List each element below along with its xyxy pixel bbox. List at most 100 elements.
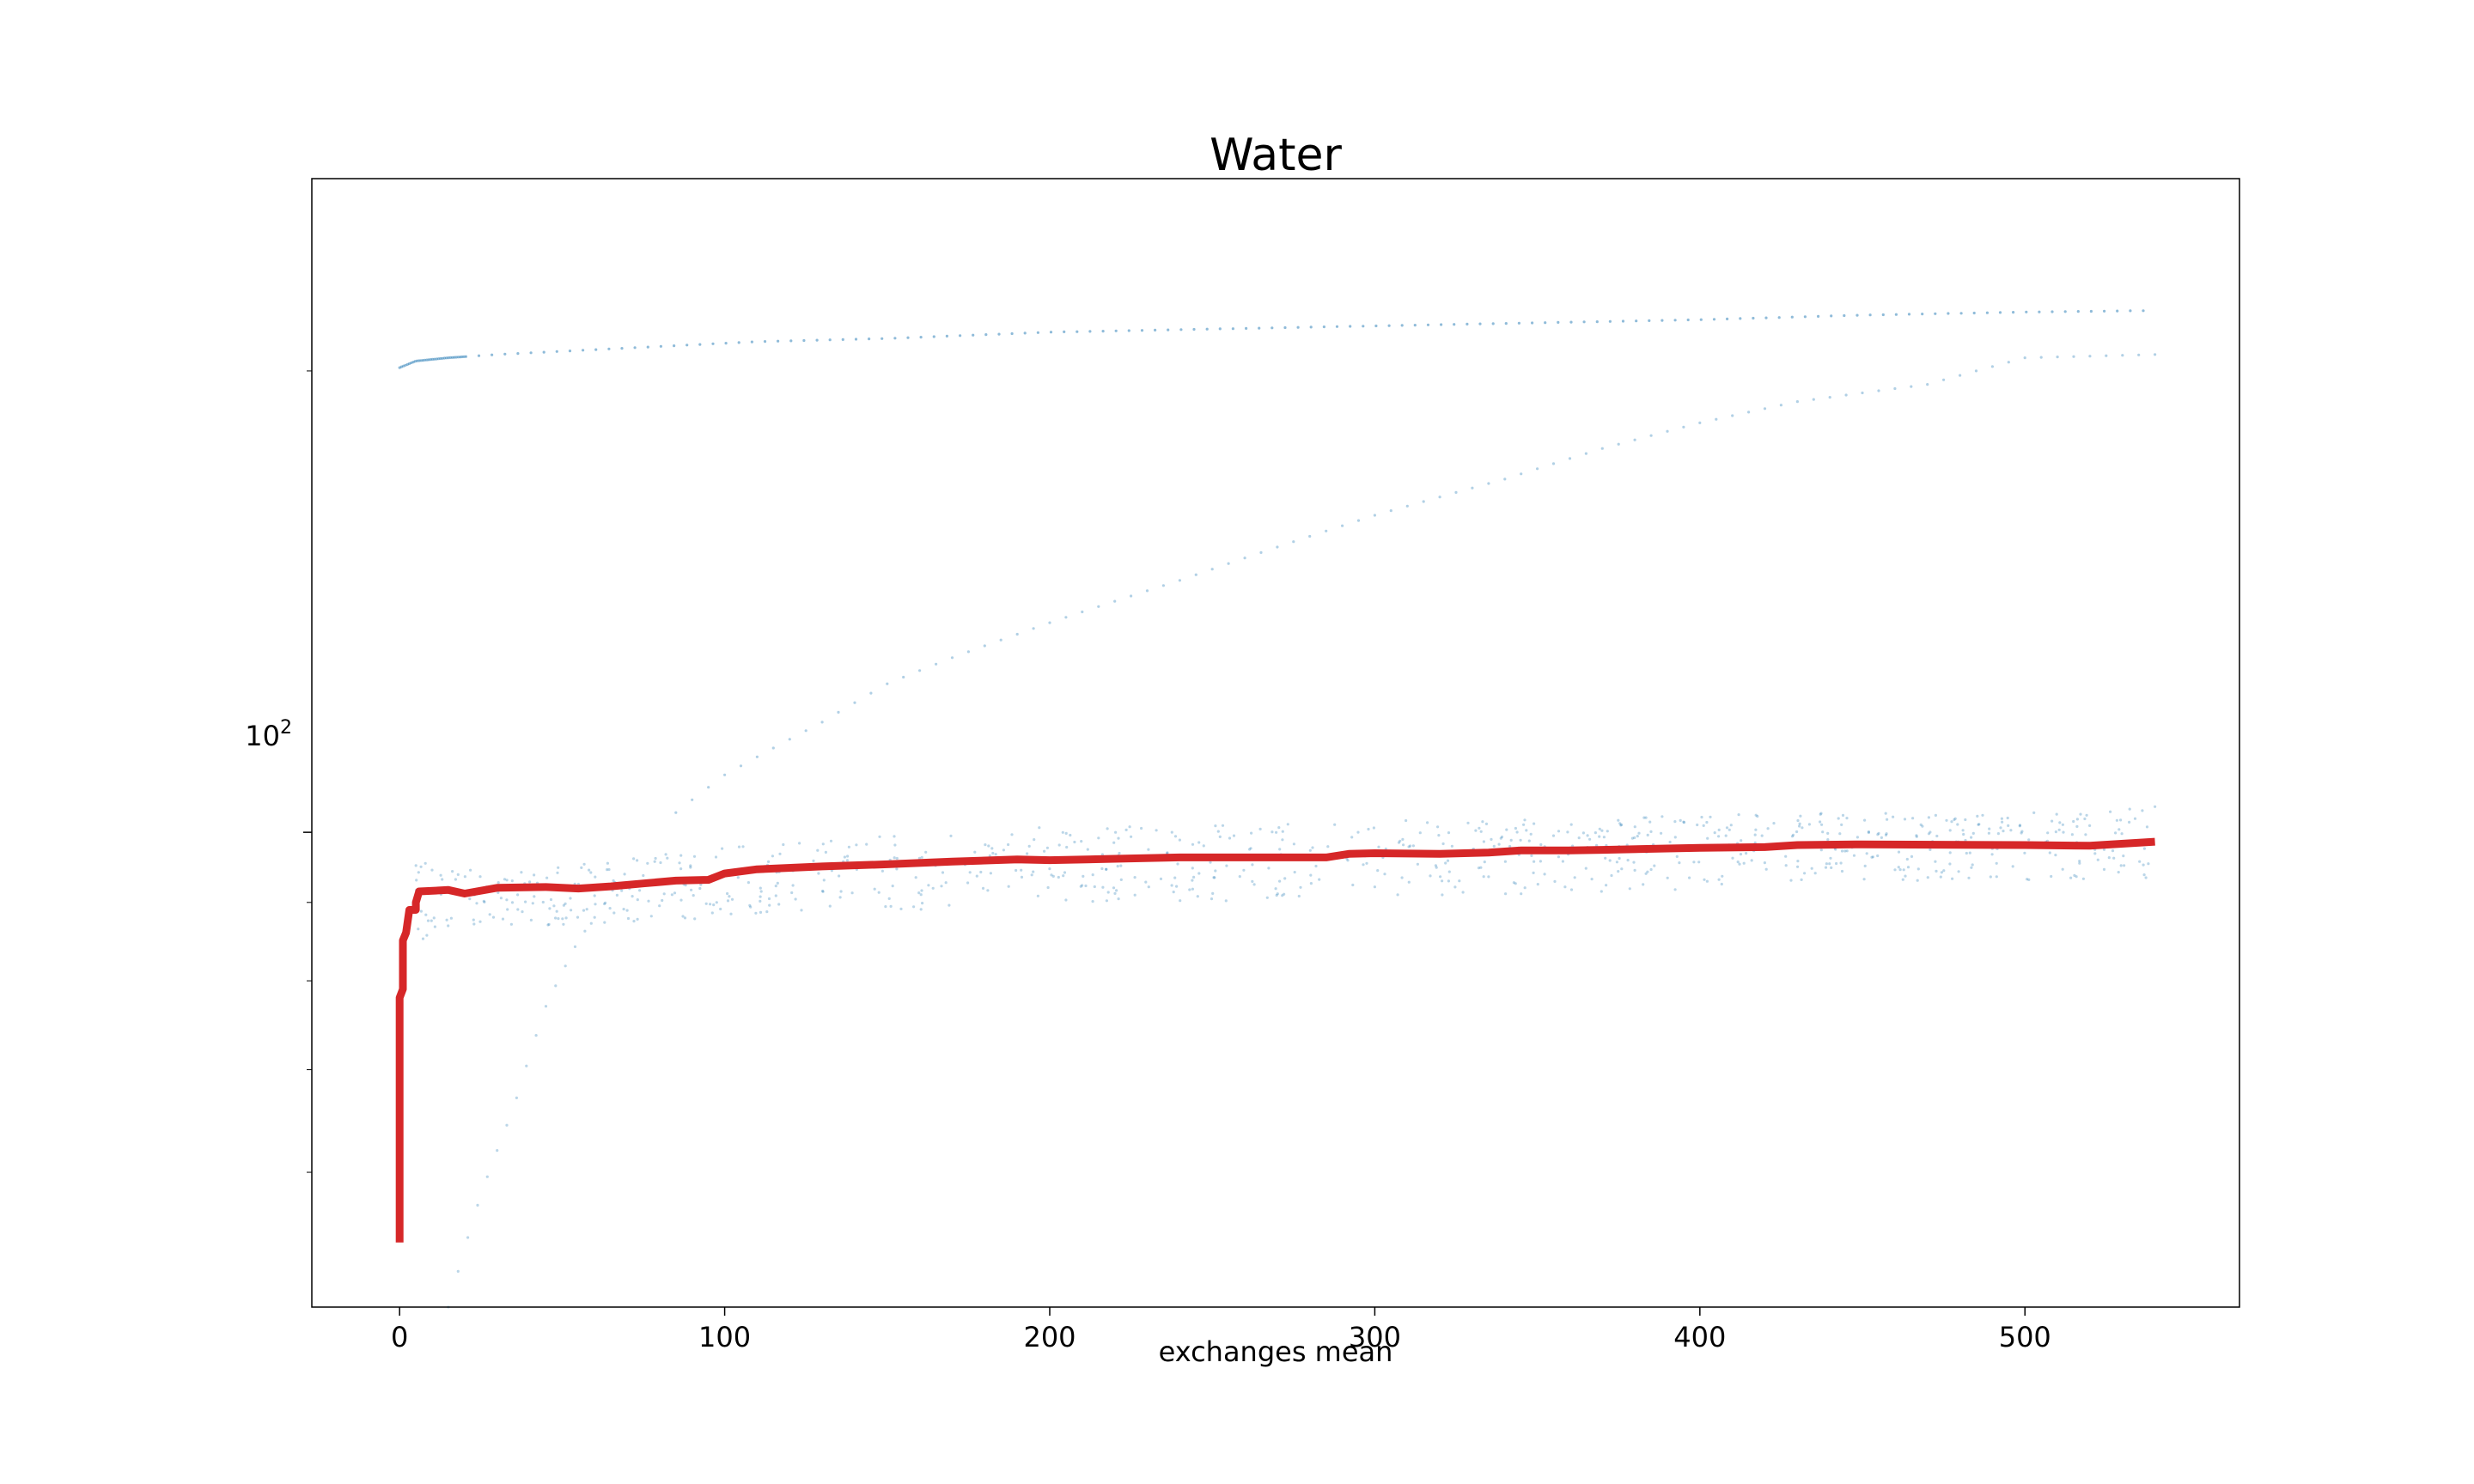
scatter-point: [1840, 869, 1844, 873]
scatter-point: [1258, 326, 1261, 330]
scatter-point: [1383, 873, 1386, 876]
scatter-point: [994, 853, 997, 856]
scatter-point: [1490, 837, 1493, 842]
scatter-point: [1725, 826, 1729, 830]
scatter-point: [1407, 845, 1411, 848]
scatter-point: [1910, 385, 1913, 388]
scatter-point: [1400, 876, 1404, 879]
scatter-point: [1065, 845, 1069, 849]
scatter-point: [1784, 864, 1788, 867]
scatter-point: [2128, 820, 2131, 824]
scatter-point: [1147, 848, 1150, 851]
scatter-point: [505, 898, 509, 902]
scatter-point: [497, 881, 500, 885]
scatter-point: [1697, 861, 1701, 864]
scatter-point: [469, 868, 472, 872]
scatter-point: [1990, 853, 1994, 856]
scatter-point: [1176, 862, 1179, 866]
scatter-point: [1437, 834, 1441, 837]
scatter-point: [1551, 462, 1556, 465]
scatter-point: [1020, 875, 1024, 879]
scatter-point: [416, 359, 419, 362]
scatter-point: [2056, 356, 2059, 359]
scatter-point: [503, 352, 507, 356]
scatter-point: [1673, 319, 1677, 322]
scatter-point: [1447, 879, 1450, 883]
scatter-point: [1520, 892, 1523, 896]
scatter-point: [1251, 863, 1254, 867]
scatter-point: [1566, 830, 1569, 834]
scatter-point: [1747, 411, 1751, 414]
scatter-point: [1964, 818, 1967, 822]
scatter-point: [1632, 861, 1636, 864]
scatter-point: [1439, 875, 1442, 879]
scatter-point: [1726, 317, 1729, 320]
scatter-point: [1446, 859, 1450, 862]
scatter-point: [749, 905, 753, 909]
scatter-point: [1002, 848, 1005, 852]
scatter-point: [421, 937, 425, 940]
scatter-point: [1610, 873, 1613, 878]
scatter-point: [594, 875, 597, 879]
scatter-point: [1712, 318, 1716, 321]
scatter-point: [642, 873, 645, 878]
scatter-point: [1218, 835, 1222, 839]
scatter-point: [1007, 885, 1010, 888]
scatter-point: [893, 835, 896, 838]
scatter-point: [1803, 872, 1807, 875]
scatter-point: [1569, 823, 1573, 826]
scatter-point: [1825, 862, 1828, 866]
scatter-point: [940, 885, 943, 888]
scatter-point: [1731, 414, 1734, 417]
scatter-point: [1628, 887, 1631, 891]
scatter-point: [1970, 836, 1973, 839]
scatter-point: [419, 865, 423, 868]
scatter-point: [582, 862, 586, 866]
scatter-point: [1530, 854, 1533, 858]
scatter-point: [941, 871, 945, 874]
scatter-point: [1238, 875, 1241, 879]
scatter-point: [1915, 835, 1918, 838]
scatter-point: [1411, 844, 1415, 848]
scatter-point: [1038, 826, 1041, 830]
scatter-point: [589, 921, 593, 925]
scatter-point: [906, 336, 910, 339]
scatter-point: [568, 350, 572, 353]
scatter-point: [2118, 828, 2121, 831]
scatter-point: [549, 897, 553, 902]
scatter-point: [1515, 830, 1519, 834]
scatter-point: [1105, 899, 1108, 903]
scatter-point: [1965, 851, 1968, 855]
scatter-point: [804, 729, 807, 733]
scatter-point: [912, 905, 916, 909]
scatter-point: [1644, 816, 1648, 819]
scatter-point: [1754, 813, 1758, 817]
scatter-point: [1155, 829, 1158, 832]
scatter-point: [1673, 820, 1677, 824]
scatter-point: [631, 895, 634, 898]
scatter-point: [1091, 900, 1094, 903]
scatter-point: [1311, 846, 1314, 849]
scatter-point: [1577, 836, 1581, 840]
scatter-point: [562, 922, 565, 926]
scatter-point: [1536, 467, 1539, 471]
scatter-point: [2142, 873, 2146, 877]
scatter-point: [865, 842, 868, 846]
scatter-point: [1698, 421, 1702, 424]
scatter-point: [948, 903, 951, 907]
scatter-point: [636, 917, 639, 921]
scatter-point: [1717, 828, 1721, 832]
scatter-point: [1967, 876, 1971, 879]
scatter-point: [1523, 818, 1526, 822]
scatter-point: [673, 891, 677, 895]
scatter-point: [1491, 322, 1495, 325]
scatter-point: [1679, 818, 1682, 823]
scatter-point: [2058, 821, 2062, 824]
scatter-point: [1520, 472, 1523, 476]
scatter-point: [491, 353, 494, 356]
scatter-point: [1117, 897, 1120, 901]
scatter-point: [1948, 829, 1952, 832]
scatter-point: [1105, 867, 1108, 871]
scatter-point: [1921, 824, 1924, 828]
